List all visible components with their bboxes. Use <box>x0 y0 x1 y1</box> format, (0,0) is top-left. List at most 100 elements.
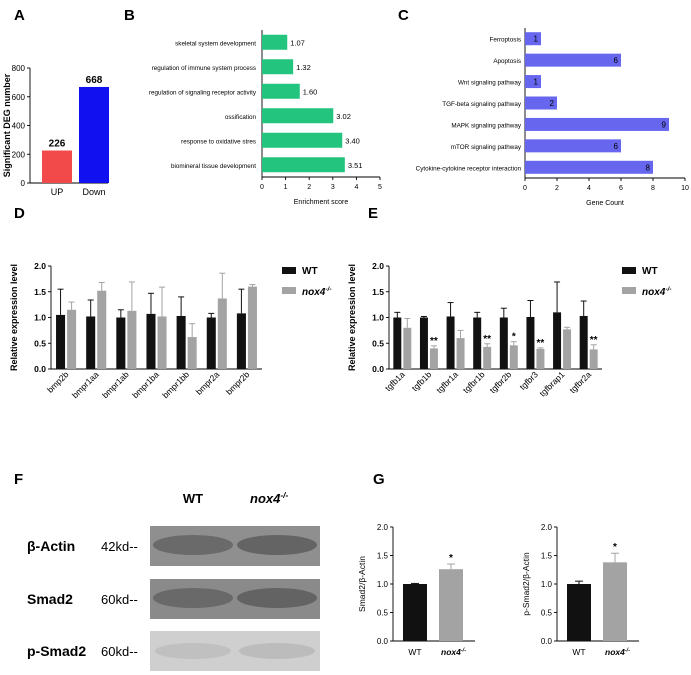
bar-WT-tgfbrap1 <box>553 312 562 369</box>
x-tick-label: nox4-/- <box>441 647 466 657</box>
panel-letter-A: A <box>14 7 25 24</box>
y-tick-label: 1.5 <box>377 552 389 561</box>
panel-letter-F: F <box>14 471 23 488</box>
legend-label-wt: WT <box>642 266 658 277</box>
significance-mark: * <box>613 542 617 553</box>
y-tick-label: 2.0 <box>372 261 384 271</box>
category-label: ossification <box>225 114 257 121</box>
genotype-superscript: -/- <box>665 286 671 293</box>
significance-mark: * <box>449 553 453 564</box>
bar-value-label: 1.60 <box>303 87 318 96</box>
y-tick-label: 1.5 <box>372 287 384 297</box>
bar-nox4-tgfb1a <box>403 327 412 369</box>
band-mutant <box>239 643 315 659</box>
category-label: response to oxidative stres <box>181 138 256 145</box>
x-tick-label: 6 <box>619 185 623 192</box>
bar-value-label: 3.51 <box>348 161 363 170</box>
bar-nox4-tgfbr1b <box>483 346 492 369</box>
italic-gene-name: nox4 <box>250 491 281 506</box>
bar-mTOR-signaling-pathway <box>525 139 621 153</box>
bar-nox4-bmpr2a <box>217 298 227 369</box>
x-tick-label: bmpr2a <box>194 369 222 397</box>
y-tick-label: 1.0 <box>377 580 389 589</box>
italic-gene-name: nox4 <box>441 647 461 657</box>
bar-UP <box>42 150 72 183</box>
bar-value-label: 1 <box>534 35 539 44</box>
y-tick-label: 0.0 <box>372 364 384 374</box>
bar-value-label: 1.32 <box>296 63 311 72</box>
y-tick-label: 1.0 <box>34 313 46 323</box>
bar-nox4-tgfb1b <box>429 348 438 369</box>
category-label: Wnt signaling pathway <box>458 80 522 87</box>
genotype-superscript: -/- <box>625 648 630 654</box>
bar-value-label: 3.40 <box>345 136 360 145</box>
x-tick-label: 10 <box>681 185 689 192</box>
bar-WT-tgfbr3 <box>526 316 535 369</box>
panel-letter-E: E <box>368 205 378 222</box>
band-wt <box>153 588 233 608</box>
x-axis-label: Gene Count <box>586 200 624 207</box>
bar-WT-tgfb1a <box>393 317 402 369</box>
x-tick-label: 2 <box>307 184 311 191</box>
category-label: mTOR signaling pathway <box>451 144 522 151</box>
x-tick-label: 0 <box>260 184 264 191</box>
category-label: skeletal system development <box>175 40 256 47</box>
y-tick-label: 0.5 <box>377 609 389 618</box>
bar-WT-bmpr1aa <box>86 316 96 369</box>
x-tick-label: tgfbr2b <box>487 369 513 395</box>
bar-Apoptosis <box>525 53 621 67</box>
x-tick-label: tgfb1b <box>410 369 434 393</box>
x-tick-label: 8 <box>651 185 655 192</box>
significance-mark: ** <box>590 335 598 346</box>
italic-gene-name: nox4 <box>605 647 625 657</box>
band-mutant <box>237 535 317 555</box>
y-tick-label: 0.0 <box>34 364 46 374</box>
y-tick-label: 0.5 <box>372 338 384 348</box>
category-label: Apoptosis <box>493 58 521 65</box>
bar-WT-bmpr1ba <box>146 313 156 369</box>
bar-value-label: 668 <box>86 75 103 86</box>
category-label: regulation of immune system process <box>152 65 256 72</box>
bar-TGF-beta-signaling-pathway <box>525 96 557 110</box>
x-tick-label: 1 <box>284 184 288 191</box>
bar-WT-tgfb1b <box>419 317 428 369</box>
legend-label-mutant: nox4-/- <box>302 286 331 298</box>
x-tick-label: bmpr1ba <box>130 369 161 400</box>
bar-WT-bmpr1ab <box>116 317 126 369</box>
category-label: Cytokine-cytokine receptor interaction <box>416 165 522 172</box>
bar-response-to-oxidative-stres <box>262 132 343 148</box>
x-tick-label: 4 <box>354 184 358 191</box>
bar-nox4-bmpr1ba <box>157 316 167 369</box>
bar-nox4-tgfbrap1 <box>563 329 572 369</box>
bar-WT-tgfbr1a <box>446 316 455 369</box>
x-tick-label: bmpr2b <box>224 369 252 397</box>
bar-value-label: 1.07 <box>290 38 305 47</box>
y-tick-label: 0 <box>21 179 26 188</box>
x-tick-label: tgfbrap1 <box>537 369 566 398</box>
x-tick-label: Down <box>82 187 105 197</box>
x-tick-label: tgfb1a <box>383 369 407 393</box>
molecular-weight-label: 42kd-- <box>101 539 138 554</box>
panel-letter-B: B <box>124 7 135 24</box>
x-tick-label: bmp2b <box>45 369 71 395</box>
legend-swatch-wt <box>622 267 636 274</box>
bar-nox4-tgfbr2a <box>589 349 598 369</box>
panel-letter-C: C <box>398 7 409 24</box>
bar-WT-bmpr2a <box>206 317 216 369</box>
legend-label-wt: WT <box>302 266 318 277</box>
x-tick-label: 3 <box>331 184 335 191</box>
x-tick-label: 5 <box>378 184 382 191</box>
x-tick-label: tgfbr1a <box>434 369 460 395</box>
genotype-superscript: -/- <box>280 490 288 500</box>
band-wt <box>153 535 233 555</box>
bar-wt <box>567 584 591 641</box>
category-label: TGF-beta signaling pathway <box>442 101 522 108</box>
x-tick-label: bmpr1bb <box>160 369 191 400</box>
bar-value-label: 226 <box>49 139 66 150</box>
y-axis-label: Relative expression level <box>347 264 357 371</box>
x-tick-label: WT <box>572 647 585 657</box>
x-tick-label: 2 <box>555 185 559 192</box>
bar-mutant <box>439 569 463 641</box>
bar-Cytokine-cytokine-receptor-interaction <box>525 160 653 174</box>
